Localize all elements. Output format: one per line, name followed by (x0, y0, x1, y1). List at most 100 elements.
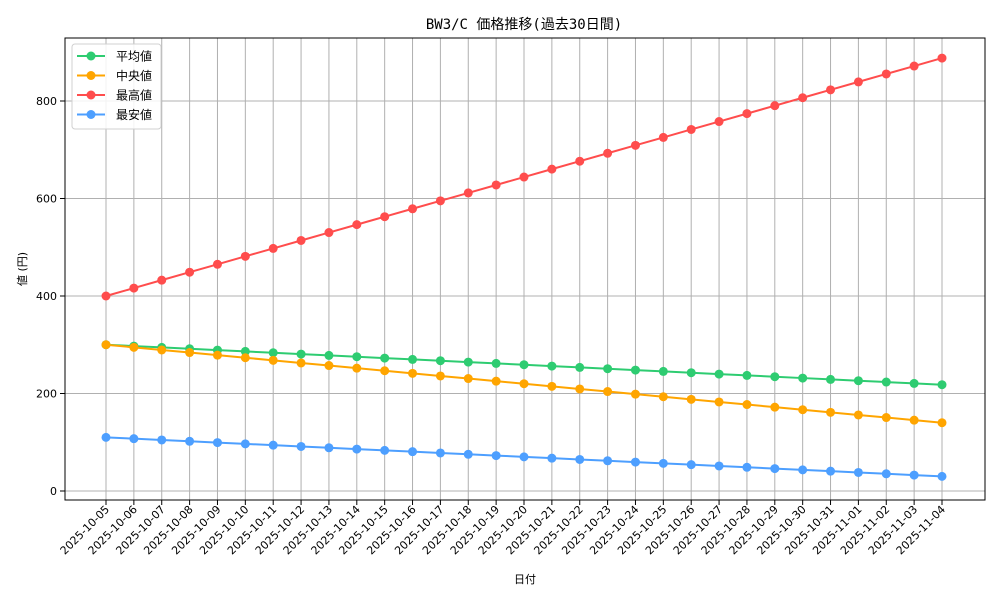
data-point-marker (770, 101, 780, 111)
data-point-marker (658, 132, 668, 142)
y-tick-label: 0 (50, 485, 57, 498)
data-point-marker (909, 378, 919, 388)
data-series (101, 53, 947, 481)
legend-label: 中央値 (116, 68, 152, 83)
data-point-marker (380, 366, 390, 376)
legend-marker-icon (86, 51, 96, 61)
data-point-marker (101, 340, 111, 350)
y-tick-label: 200 (36, 388, 57, 401)
data-point-marker (296, 441, 306, 451)
data-point-marker (826, 374, 836, 384)
data-point-marker (714, 397, 724, 407)
data-point-marker (630, 365, 640, 375)
legend-item: 最高値 (77, 88, 152, 103)
data-point-marker (240, 353, 250, 363)
legend-label: 平均値 (116, 49, 152, 64)
data-point-marker (268, 348, 278, 358)
data-point-marker (296, 349, 306, 359)
data-point-marker (798, 373, 808, 383)
data-point-marker (937, 418, 947, 428)
data-point-marker (575, 362, 585, 372)
data-point-marker (742, 462, 752, 472)
data-point-marker (324, 443, 334, 453)
legend-item: 中央値 (77, 68, 152, 83)
data-point-marker (826, 466, 836, 476)
data-point-marker (324, 350, 334, 360)
data-point-marker (853, 410, 863, 420)
data-point-marker (408, 354, 418, 364)
data-point-marker (352, 363, 362, 373)
data-point-marker (686, 394, 696, 404)
data-point-marker (463, 357, 473, 367)
data-point-marker (770, 464, 780, 474)
data-point-marker (853, 376, 863, 386)
plot-area-frame (64, 37, 986, 501)
data-point-marker (324, 228, 334, 238)
data-point-marker (742, 370, 752, 380)
data-point-marker (352, 220, 362, 230)
data-point-marker (352, 444, 362, 454)
data-point-marker (714, 117, 724, 127)
data-point-marker (714, 461, 724, 471)
data-point-marker (881, 377, 891, 387)
data-point-marker (798, 405, 808, 415)
data-point-marker (853, 77, 863, 87)
data-point-marker (658, 458, 668, 468)
data-point-marker (240, 346, 250, 356)
data-point-marker (630, 389, 640, 399)
data-point-marker (742, 400, 752, 410)
data-point-marker (463, 449, 473, 459)
data-point-marker (658, 392, 668, 402)
data-point-marker (101, 291, 111, 301)
series-line (101, 340, 947, 428)
data-point-marker (547, 381, 557, 391)
data-point-marker (212, 438, 222, 448)
data-point-marker (909, 415, 919, 425)
data-point-marker (881, 69, 891, 79)
data-point-marker (770, 372, 780, 382)
data-point-marker (185, 436, 195, 446)
y-tick-label: 600 (36, 193, 57, 206)
legend-box (71, 43, 162, 130)
y-tick-label: 400 (36, 290, 57, 303)
data-point-marker (547, 453, 557, 463)
data-point-marker (603, 364, 613, 374)
data-point-marker (296, 358, 306, 368)
series-line (101, 432, 947, 481)
data-point-marker (491, 376, 501, 386)
y-axis-ticks: 0 200 400 600 800 (36, 95, 65, 498)
legend-label: 最高値 (116, 88, 152, 103)
data-point-marker (491, 451, 501, 461)
data-point-marker (658, 366, 668, 376)
data-point-marker (909, 470, 919, 480)
data-point-marker (603, 148, 613, 158)
data-point-marker (408, 368, 418, 378)
data-point-marker (463, 188, 473, 198)
x-axis-label: 日付 (514, 573, 536, 586)
data-point-marker (686, 124, 696, 134)
data-point-marker (909, 61, 919, 71)
data-point-marker (798, 465, 808, 475)
data-point-marker (408, 447, 418, 457)
data-point-marker (129, 342, 139, 352)
data-point-marker (519, 452, 529, 462)
data-point-marker (742, 109, 752, 119)
data-point-marker (937, 53, 947, 63)
data-point-marker (547, 361, 557, 371)
data-point-marker (296, 235, 306, 245)
y-tick-label: 800 (36, 95, 57, 108)
data-point-marker (826, 407, 836, 417)
data-point-marker (240, 251, 250, 261)
data-point-marker (491, 358, 501, 368)
data-point-marker (575, 156, 585, 166)
data-point-marker (380, 353, 390, 363)
data-point-marker (435, 356, 445, 366)
data-point-marker (686, 460, 696, 470)
legend-marker-icon (86, 90, 96, 100)
legend-label: 最安値 (116, 107, 152, 122)
x-axis-ticks: 2025-10-052025-10-062025-10-072025-10-08… (58, 500, 948, 557)
data-point-marker (770, 402, 780, 412)
data-point-marker (603, 456, 613, 466)
data-point-marker (881, 469, 891, 479)
